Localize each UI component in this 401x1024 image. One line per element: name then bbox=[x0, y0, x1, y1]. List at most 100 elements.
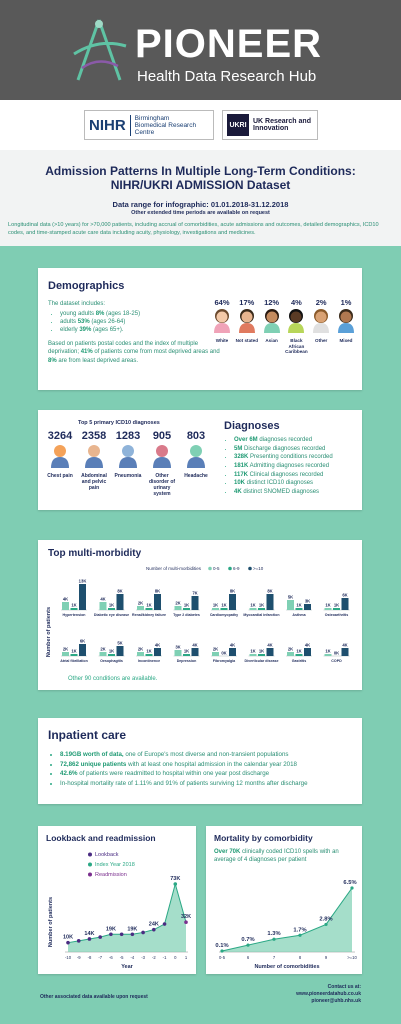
category-label: Asthma bbox=[292, 613, 306, 617]
text: diagnoses recorded bbox=[257, 437, 313, 443]
contact-website: www.pioneerdatahub.co.uk bbox=[296, 991, 361, 997]
bar-value-label: 1K bbox=[184, 649, 189, 654]
line bbox=[67, 882, 187, 944]
top5-count: 1283 bbox=[115, 430, 141, 442]
top5-label: Pneumonia bbox=[114, 473, 142, 479]
bar bbox=[287, 652, 294, 656]
legend-label: >=10 bbox=[253, 566, 264, 571]
bar bbox=[108, 654, 115, 656]
multimorbidity-card: Top multi-morbidity Number of multi-morbi… bbox=[38, 540, 362, 690]
text: distinct SNOMED diagnoses bbox=[241, 489, 320, 496]
bar bbox=[62, 652, 69, 656]
category-label: Osteoarthritis bbox=[325, 613, 349, 617]
top5-label: Chest pain bbox=[47, 473, 73, 479]
text: adults bbox=[60, 319, 78, 326]
partner-name: UK Research and Innovation bbox=[253, 118, 311, 132]
top5-title: Top 5 primary ICD10 diagnoses bbox=[78, 420, 160, 426]
bullet-item: 8.19GB worth of data, one of Europe's mo… bbox=[60, 750, 353, 760]
text: young adults bbox=[60, 311, 96, 318]
ethnicity-item: 1% Mixed bbox=[334, 298, 358, 355]
bold-text: 5M bbox=[234, 445, 243, 452]
value-label: 6.5% bbox=[343, 880, 356, 886]
card-title: Lookback and readmission bbox=[46, 833, 156, 843]
value-label: 1.3% bbox=[267, 931, 280, 937]
mortality-card: Mortality by comorbidity 0.1% 0-5 0.7% 6 1.3%… bbox=[206, 826, 362, 974]
text: with at least one hospital admission in … bbox=[126, 760, 297, 768]
brand-title: PIONEER bbox=[135, 22, 323, 66]
intro-description: Longitudinal data (>10 years) for >70,00… bbox=[8, 222, 379, 236]
bar-value-label: 1K bbox=[146, 649, 151, 654]
bar bbox=[229, 594, 236, 610]
category-label: Fibromyalgia bbox=[213, 659, 236, 663]
icon-body bbox=[313, 323, 330, 333]
intro-title: Admission Patterns In Multiple Long-Term… bbox=[0, 164, 401, 192]
point bbox=[184, 920, 188, 924]
bar-value-label: 1K bbox=[334, 603, 339, 608]
bar bbox=[287, 600, 294, 610]
ethnicity-label: Asian bbox=[265, 338, 278, 343]
bar-value-label: 5K bbox=[288, 595, 293, 600]
bar bbox=[191, 648, 199, 656]
bar bbox=[183, 654, 190, 656]
lookback-card: Lookback and readmission Lookback Index Ye… bbox=[38, 826, 196, 974]
top5-count: 2358 bbox=[81, 430, 107, 442]
point bbox=[173, 882, 178, 886]
icon-body bbox=[263, 323, 280, 333]
text: Based on patients postal codes and the i… bbox=[48, 341, 199, 356]
card-title: Inpatient care bbox=[48, 728, 127, 742]
x-tick-label: 8 bbox=[299, 955, 302, 960]
diagnosis-icon bbox=[51, 445, 69, 468]
logo-mark bbox=[73, 19, 127, 81]
bar-value-label: 4K bbox=[192, 643, 197, 648]
value-label: 10K bbox=[63, 935, 73, 941]
category-label: Myocardial infarction bbox=[243, 613, 279, 617]
bold-text: 8% bbox=[48, 357, 57, 364]
category-label: Type 2 diabetes bbox=[173, 613, 200, 617]
x-tick-label: -2 bbox=[152, 955, 156, 960]
ethnicity-value: 12% bbox=[264, 298, 280, 307]
category-label: Hypertension bbox=[63, 613, 86, 617]
bar-value-label: 8K bbox=[155, 589, 160, 594]
x-tick-label: 9 bbox=[325, 955, 328, 960]
icon-body bbox=[214, 323, 230, 333]
bar-value-label: 3K bbox=[305, 599, 310, 604]
legend-swatch bbox=[228, 566, 232, 571]
x-tick-label: 7 bbox=[273, 955, 276, 960]
bar bbox=[304, 648, 311, 656]
bar-value-label: 8K bbox=[117, 589, 122, 594]
icon-body bbox=[85, 457, 103, 468]
bar-value-label: 13K bbox=[79, 579, 87, 584]
value-label: 0.1% bbox=[215, 943, 228, 949]
bar-value-label: 1K bbox=[221, 603, 226, 608]
icon-face bbox=[290, 311, 302, 323]
mortality-description: Over 70K clinically coded ICD10 spells w… bbox=[214, 848, 354, 864]
inpatient-card: Inpatient care 8.19GB worth of data, one … bbox=[38, 718, 362, 804]
bar-value-label: 1K bbox=[259, 603, 264, 608]
bold-text: 10K bbox=[234, 480, 246, 487]
text: (ages 26-64) bbox=[89, 319, 126, 326]
value-label: 2.8% bbox=[319, 916, 332, 922]
ethnicity-label: Other bbox=[315, 338, 328, 343]
partner-abbr: NIHR bbox=[89, 116, 126, 134]
bar bbox=[183, 608, 190, 610]
text: Admitting diagnoses recorded bbox=[248, 463, 330, 470]
category-label: Oesophagitis bbox=[100, 659, 123, 663]
card-title: Top multi-morbidity bbox=[48, 548, 142, 559]
line bbox=[221, 887, 353, 952]
icon-head bbox=[54, 445, 66, 457]
icon-body bbox=[119, 457, 137, 468]
x-tick-label: -5 bbox=[120, 955, 124, 960]
value-label: 0.7% bbox=[241, 937, 254, 943]
diagnosis-icon bbox=[119, 445, 137, 468]
bar-value-label: 0K bbox=[334, 651, 339, 656]
text: In-hospital mortality rate of 1.11% and … bbox=[60, 779, 308, 787]
bar-value-label: 4K bbox=[63, 597, 68, 602]
ethnicity-label: White bbox=[215, 338, 229, 343]
legend-swatch bbox=[88, 872, 92, 877]
ethnicity-label: Not stated bbox=[235, 338, 259, 343]
bullet-item: elderly 39% (ages 65+). bbox=[60, 326, 223, 334]
bar bbox=[154, 648, 161, 656]
category-label: Renal/kidney failure bbox=[132, 613, 166, 617]
bar bbox=[174, 650, 182, 656]
bar-value-label: 7K bbox=[192, 591, 197, 596]
